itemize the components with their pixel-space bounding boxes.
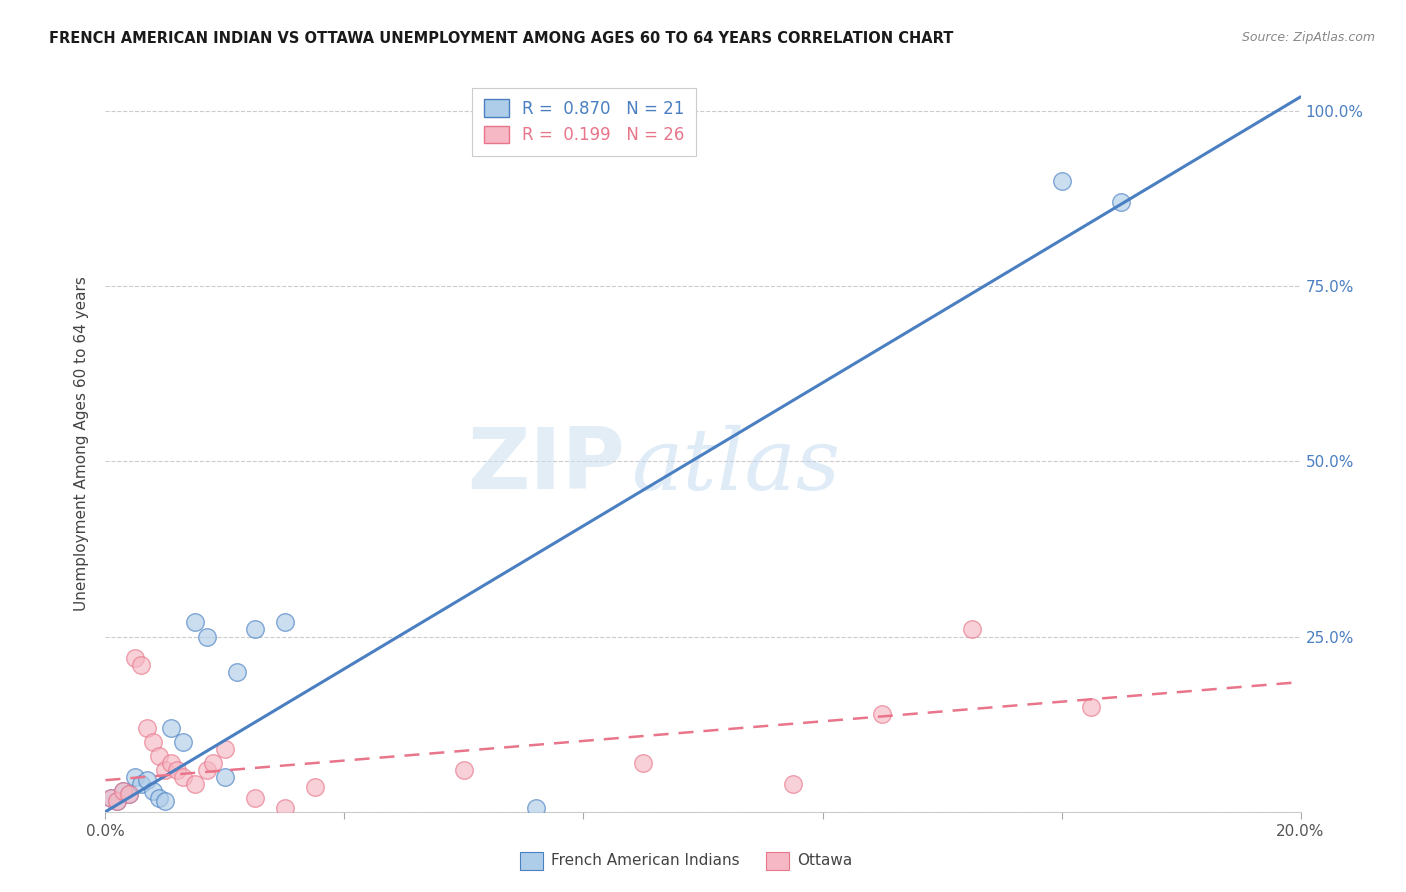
Text: Ottawa: Ottawa: [797, 854, 852, 868]
Point: [136, 721, 159, 735]
Point: [155, 763, 177, 777]
Point: [1080, 699, 1102, 714]
Point: [148, 748, 170, 763]
Point: [225, 665, 249, 679]
Point: [195, 630, 218, 644]
Y-axis label: Unemployment Among Ages 60 to 64 years: Unemployment Among Ages 60 to 64 years: [75, 277, 90, 611]
Point: [782, 777, 804, 791]
Text: Source: ZipAtlas.com: Source: ZipAtlas.com: [1241, 31, 1375, 45]
Point: [129, 777, 153, 791]
Point: [155, 794, 177, 808]
Point: [453, 763, 475, 777]
Point: [166, 763, 188, 777]
Point: [100, 790, 122, 805]
Point: [142, 783, 165, 797]
Point: [107, 794, 129, 808]
Point: [872, 706, 894, 721]
Point: [304, 780, 326, 795]
Point: [100, 790, 122, 805]
Point: [148, 790, 170, 805]
Legend: R =  0.870   N = 21, R =  0.199   N = 26: R = 0.870 N = 21, R = 0.199 N = 26: [472, 87, 696, 156]
Point: [142, 734, 165, 748]
Text: French American Indians: French American Indians: [551, 854, 740, 868]
Point: [118, 787, 141, 801]
Point: [214, 770, 236, 784]
Point: [214, 741, 236, 756]
Point: [633, 756, 655, 770]
Point: [136, 773, 159, 788]
Point: [118, 787, 141, 801]
Point: [172, 770, 194, 784]
Point: [1050, 174, 1073, 188]
Point: [960, 623, 983, 637]
Text: atlas: atlas: [631, 425, 841, 508]
Point: [524, 801, 547, 815]
Point: [243, 623, 266, 637]
Point: [172, 734, 194, 748]
Point: [273, 801, 295, 815]
Point: [124, 650, 146, 665]
Point: [124, 770, 146, 784]
Point: [273, 615, 295, 630]
Point: [160, 756, 183, 770]
Point: [202, 756, 225, 770]
Point: [184, 777, 207, 791]
Point: [112, 783, 135, 797]
Point: [129, 657, 153, 672]
Point: [160, 721, 183, 735]
Point: [184, 615, 207, 630]
Point: [1111, 194, 1133, 209]
Point: [243, 790, 266, 805]
Point: [112, 783, 135, 797]
Point: [195, 763, 218, 777]
Text: FRENCH AMERICAN INDIAN VS OTTAWA UNEMPLOYMENT AMONG AGES 60 TO 64 YEARS CORRELAT: FRENCH AMERICAN INDIAN VS OTTAWA UNEMPLO…: [49, 31, 953, 46]
Point: [107, 794, 129, 808]
Point: [633, 103, 655, 118]
Text: ZIP: ZIP: [468, 425, 626, 508]
